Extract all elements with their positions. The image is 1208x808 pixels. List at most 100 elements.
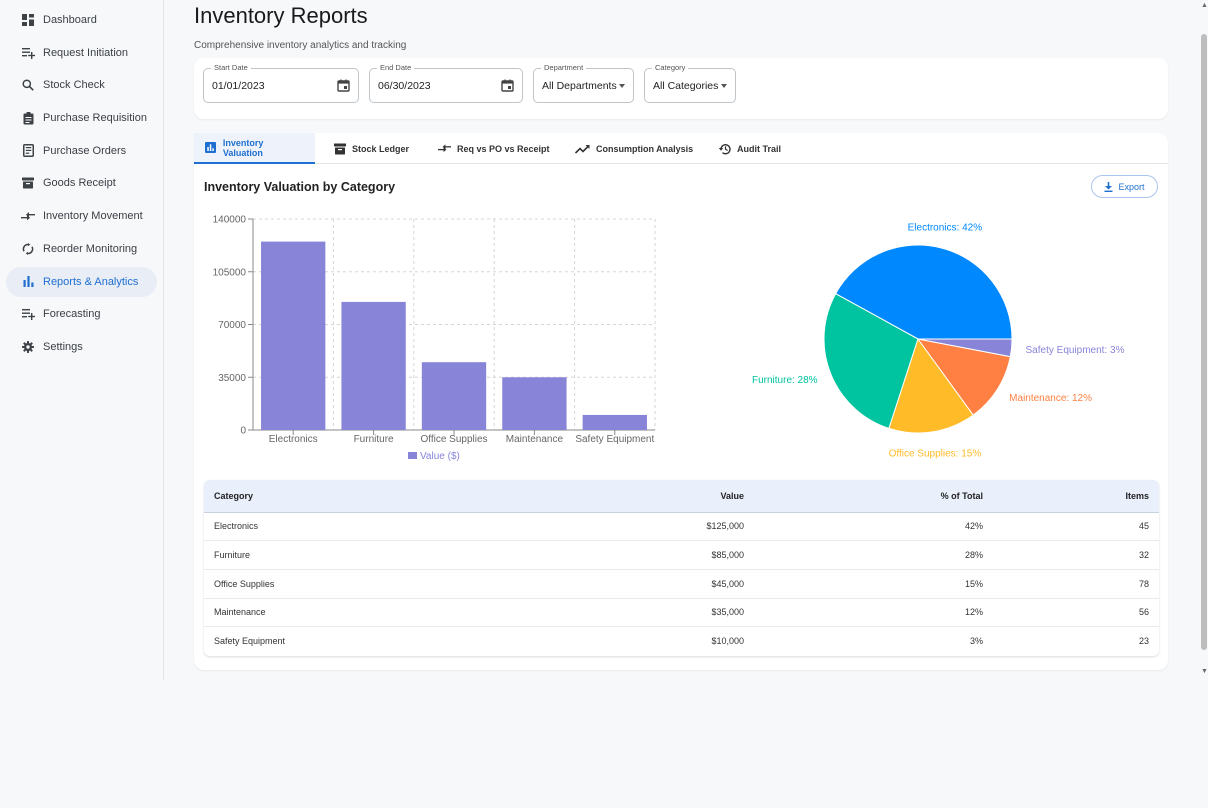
sync-icon [21, 242, 35, 256]
end-date-label: End Date [377, 63, 415, 72]
cell-percent: 28% [754, 540, 993, 570]
sidebar-item-inventory-movement[interactable]: Inventory Movement [6, 201, 157, 231]
y-tick-label: 105000 [213, 267, 247, 278]
gear-icon [21, 340, 35, 354]
pie-chart: Electronics: 42% Furniture: 28% Office Sup… [752, 222, 1125, 459]
sidebar-item-label: Request Initiation [43, 46, 128, 59]
start-date-field[interactable]: Start Date 01/01/2023 [203, 63, 359, 103]
cell-value: $85,000 [504, 540, 754, 570]
x-tick-label: Furniture [354, 434, 394, 445]
sidebar-item-label: Reports & Analytics [43, 275, 139, 288]
cell-items: 78 [993, 569, 1159, 599]
category-select[interactable]: Category All Categories [644, 63, 736, 103]
cell-value: $35,000 [504, 598, 754, 628]
cell-value: $45,000 [504, 569, 754, 599]
inbox-box-icon [333, 142, 346, 155]
report-tabs: Inventory Valuation Stock Ledger Req vs … [194, 133, 1168, 164]
bar-chart-icon [204, 141, 217, 154]
end-date-field[interactable]: End Date 06/30/2023 [369, 63, 523, 103]
tab-audit-trail[interactable]: Audit Trail [718, 133, 781, 164]
sidebar-item-stock-check[interactable]: Stock Check [6, 70, 157, 100]
y-tick-label: 0 [240, 426, 246, 437]
tab-label: Audit Trail [737, 143, 782, 154]
compare-arrows-icon [21, 209, 35, 223]
search-icon [21, 78, 35, 92]
sidebar-item-settings[interactable]: Settings [6, 332, 157, 362]
table-row: Electronics $125,000 42% 45 [204, 512, 1159, 542]
bar [421, 362, 487, 430]
legend-swatch [408, 452, 417, 459]
sidebar-item-forecasting[interactable]: Forecasting [6, 299, 157, 329]
sidebar-item-request-initiation[interactable]: Request Initiation [6, 38, 157, 68]
cell-category: Safety Equipment [214, 636, 286, 647]
column-header-items[interactable]: Items [993, 480, 1159, 513]
sidebar-item-label: Reorder Monitoring [43, 242, 138, 255]
caret-down-icon [619, 84, 625, 88]
cell-value: $10,000 [711, 636, 744, 647]
cell-items: 45 [993, 512, 1159, 542]
department-select[interactable]: Department All Departments [533, 63, 634, 103]
cell-category: Office Supplies [204, 569, 504, 599]
cell-value: $125,000 [504, 512, 754, 542]
column-header-category[interactable]: Category [204, 480, 504, 513]
bar-chart-icon [21, 275, 35, 289]
calendar-icon[interactable] [501, 79, 514, 92]
sidebar-item-label: Purchase Requisition [43, 112, 147, 125]
page-scrollbar[interactable]: ▲ ▼ [1200, 0, 1208, 680]
sidebar-item-label: Forecasting [43, 308, 101, 321]
cell-percent: 15% [754, 569, 993, 599]
cell-percent: 12% [754, 598, 993, 628]
table-row: Safety Equipment $10,000 3% 23 [204, 627, 1159, 656]
x-tick-label: Electronics [269, 434, 318, 445]
sidebar-item-label: Settings [43, 340, 83, 353]
tab-stock-ledger[interactable]: Stock Ledger [333, 133, 409, 164]
y-tick-label: 35000 [218, 373, 246, 384]
tab-inventory-valuation[interactable]: Inventory Valuation [194, 133, 315, 164]
cell-category: Maintenance [204, 598, 504, 628]
sidebar-item-reorder-monitoring[interactable]: Reorder Monitoring [6, 234, 157, 264]
start-date-value: 01/01/2023 [212, 80, 265, 92]
cell-percent: 42% [754, 512, 993, 542]
y-tick-label: 140000 [213, 215, 247, 226]
filters-card: Start Date 01/01/2023 End Date 06/30/202… [194, 58, 1168, 119]
page-subtitle: Comprehensive inventory analytics and tr… [194, 40, 407, 51]
department-value: All Departments [542, 80, 617, 92]
sidebar-item-dashboard[interactable]: Dashboard [6, 5, 157, 35]
pie-slice-label: Office Supplies: 15% [889, 449, 982, 460]
table-header-row: Category Value % of Total Items [204, 480, 1159, 513]
sidebar-item-label: Purchase Orders [43, 144, 127, 157]
cell-items: 23 [1138, 636, 1149, 647]
playlist-add-icon [21, 307, 35, 321]
tab-consumption-analysis[interactable]: Consumption Analysis [575, 133, 693, 164]
sidebar-item-goods-receipt[interactable]: Goods Receipt [6, 168, 157, 198]
receipt-icon [21, 144, 35, 158]
export-button[interactable]: Export [1091, 175, 1158, 198]
start-date-label: Start Date [211, 63, 251, 72]
valuation-table-grid: Category Value % of Total Items Electron… [204, 480, 1159, 655]
page-title: Inventory Reports [194, 3, 368, 28]
scroll-down-icon[interactable]: ▼ [1201, 668, 1208, 675]
valuation-table: Category Value % of Total Items Electron… [204, 480, 1159, 656]
playlist-add-icon [21, 46, 35, 60]
inbox-box-icon [21, 176, 35, 190]
sidebar-item-purchase-requisition[interactable]: Purchase Requisition [6, 103, 157, 133]
y-tick-label: 70000 [218, 320, 246, 331]
pie-slice [823, 293, 919, 430]
dashboard-icon [21, 13, 35, 27]
column-header-percent[interactable]: % of Total [754, 480, 993, 513]
scroll-up-icon[interactable]: ▲ [1201, 2, 1208, 9]
table-row: Furniture $85,000 28% 32 [204, 540, 1159, 570]
sidebar-item-purchase-orders[interactable]: Purchase Orders [6, 136, 157, 166]
end-date-value: 06/30/2023 [378, 80, 431, 92]
column-header-value[interactable]: Value [504, 480, 754, 513]
sidebar: Dashboard Request Initiation Stock Check… [0, 0, 164, 680]
bar-chart: 0 35000 70000 105000 140000 Electronics Furnit… [213, 215, 656, 462]
scroll-thumb[interactable] [1201, 34, 1207, 650]
sidebar-item-reports-analytics[interactable]: Reports & Analytics [6, 266, 157, 297]
tab-req-vs-po-vs-receipt[interactable]: Req vs PO vs Receipt [438, 133, 550, 164]
x-tick-label: Maintenance [506, 434, 564, 445]
history-icon [718, 142, 731, 155]
sidebar-item-label: Dashboard [43, 14, 97, 26]
calendar-icon[interactable] [337, 79, 350, 92]
bar [341, 301, 406, 430]
